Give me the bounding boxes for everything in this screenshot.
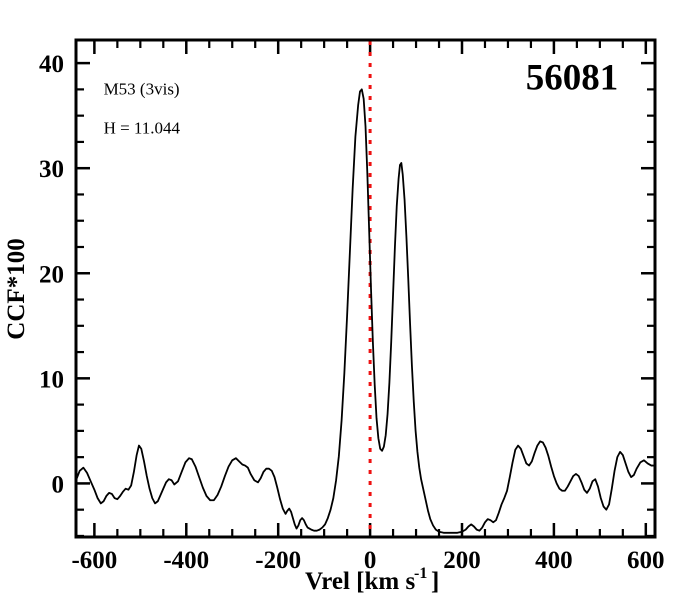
object-label: M53 (3vis) [104, 80, 180, 99]
x-tick-label: 0 [364, 547, 377, 574]
y-tick-label: 0 [52, 471, 65, 498]
x-tick-label: -200 [255, 547, 301, 574]
x-axis-title: Vrel [km s [305, 568, 415, 595]
x-axis-title-group: Vrel [km s -1 ] [305, 565, 439, 595]
y-tick-label: 20 [39, 261, 64, 288]
x-tick-label: 400 [535, 547, 573, 574]
y-tick-labels: 0 10 20 30 40 [39, 51, 64, 498]
magnitude-label: H = 11.044 [104, 119, 181, 138]
x-tick-label: -400 [163, 547, 209, 574]
y-tick-label: 10 [39, 366, 64, 393]
x-axis-title-superscript: -1 [414, 565, 427, 582]
y-tick-label: 30 [39, 156, 64, 183]
plot-frame [74, 38, 657, 539]
major-tick-marks [76, 40, 655, 537]
x-tick-label: 200 [443, 547, 481, 574]
mjd-label: 56081 [526, 57, 619, 98]
x-tick-label: -600 [71, 547, 117, 574]
y-axis-title: CCF*100 [3, 238, 30, 339]
y-tick-label: 40 [39, 51, 64, 78]
ccf-data-curve [75, 88, 656, 534]
x-tick-label: 600 [627, 547, 665, 574]
x-axis-title-tail: ] [431, 568, 439, 595]
x-tick-labels: -600 -400 -200 0 200 400 600 [71, 547, 664, 574]
